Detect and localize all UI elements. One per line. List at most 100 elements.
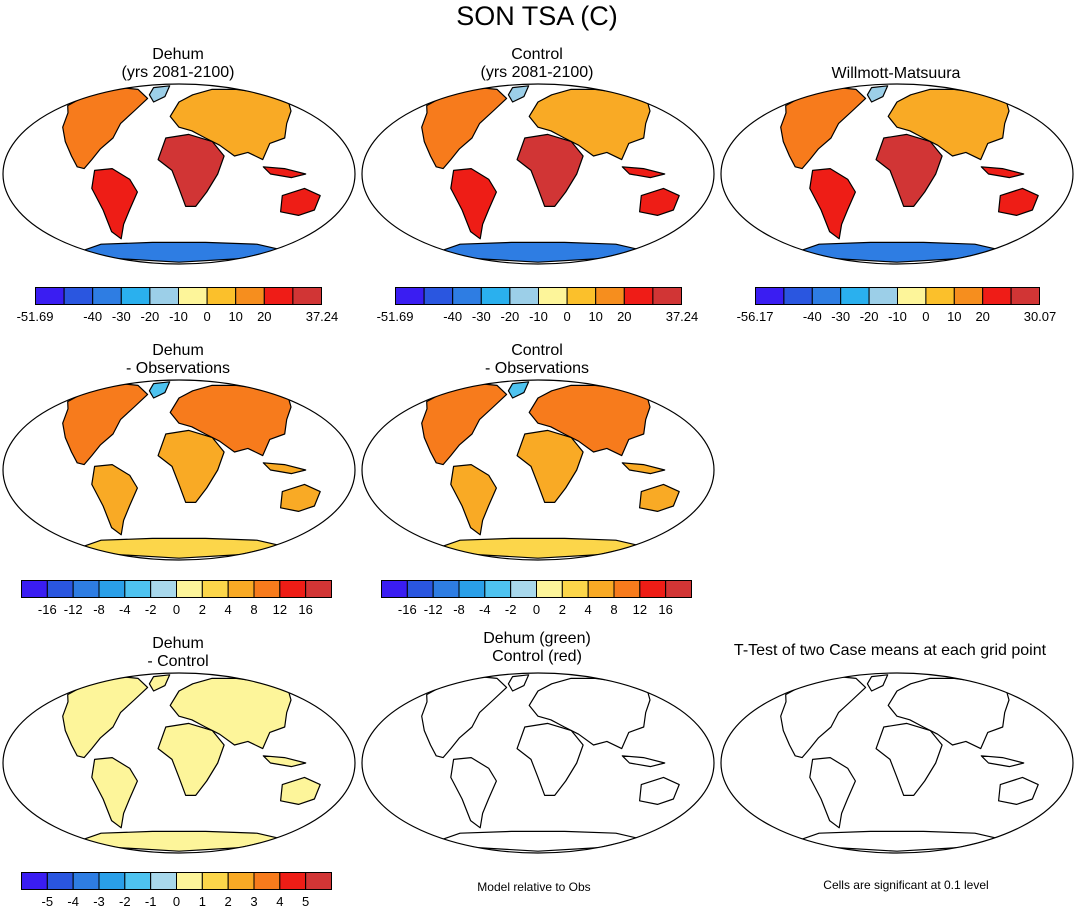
- colorbar-tick-label: 2: [224, 894, 232, 909]
- colorbar-box: [178, 287, 208, 305]
- landmass-indonesia: [980, 755, 1025, 768]
- landmass-antarctica: [79, 241, 281, 263]
- colorbar-box: [432, 580, 460, 598]
- landmass-namerica: [421, 382, 508, 466]
- colorbar-box: [124, 872, 152, 890]
- footnote-model-relative: Model relative to Obs: [477, 880, 591, 894]
- landmass-samerica: [91, 756, 138, 829]
- colorbar-box: [509, 287, 540, 305]
- colorbar-tick-label: -1: [144, 894, 157, 909]
- colorbar-control: -51.69 -40 -30 -20 -10 0 10 20 37.24: [377, 287, 698, 324]
- panel-title-line-1: Control: [511, 46, 563, 63]
- colorbar-tick-label: -30: [111, 309, 131, 324]
- panel-title-line-1: T-Test of two Case means at each grid po…: [733, 642, 1047, 659]
- colorbar-box: [566, 287, 597, 305]
- landmass-eurasia: [528, 384, 651, 457]
- colorbar-tick-label: -12: [423, 602, 443, 617]
- panel-title-control-obs: Control - Observations: [337, 342, 737, 378]
- panel-title-dehum: Dehum (yrs 2081-2100): [0, 46, 378, 82]
- colorbar-tick-label: 3: [250, 894, 258, 909]
- colorbar-box: [253, 872, 281, 890]
- colorbar-tick-label: 4: [276, 894, 284, 909]
- colorbar-box: [458, 580, 486, 598]
- colorbar-tick-label: 0: [532, 602, 541, 617]
- landmass-greenland: [148, 674, 171, 692]
- landmass-australia: [998, 776, 1039, 805]
- panel-title-green-red: Dehum (green) Control (red): [337, 630, 737, 666]
- colorbar-box: [176, 580, 203, 598]
- landmass-greenland: [148, 85, 171, 103]
- map-border: [361, 83, 715, 265]
- landmass-australia: [639, 483, 680, 512]
- colorbar-box: [176, 872, 203, 890]
- landmass-namerica: [62, 382, 149, 466]
- colorbar-tick-label: 0: [563, 309, 571, 324]
- colorbar-tick-label: -30: [831, 309, 851, 324]
- colorbar-boxes: [21, 872, 332, 890]
- landmass-antarctica: [797, 830, 999, 852]
- map-border: [2, 83, 356, 265]
- map-control-obs: [361, 379, 715, 561]
- colorbar-tick-label: 10: [228, 309, 243, 324]
- landmass-greenland: [507, 381, 530, 399]
- landmass-africa: [157, 429, 225, 504]
- landmass-africa: [516, 722, 584, 797]
- colorbar-tick-label: -4: [119, 602, 131, 617]
- landmass-indonesia: [621, 166, 666, 179]
- colorbar-tick-label: 5: [302, 894, 310, 909]
- colorbar-tick-label: 20: [257, 309, 272, 324]
- colorbar-tick-label: -51.69: [16, 309, 54, 324]
- panel-title-dehum-obs: Dehum - Observations: [0, 342, 378, 378]
- map-border: [720, 672, 1074, 854]
- colorbar-tick-label: 10: [947, 309, 962, 324]
- colorbar-box: [72, 580, 100, 598]
- landmass-africa: [875, 722, 943, 797]
- panel-title-line-2: - Observations: [125, 360, 231, 377]
- colorbar-box: [201, 580, 229, 598]
- colorbar-box: [652, 287, 682, 305]
- colorbar-box: [35, 287, 65, 305]
- colorbar-dehum-obs: -16 -12 -8 -4 -2 0 2 4 8 12 16: [21, 580, 332, 617]
- colorbar-box: [124, 580, 152, 598]
- landmass-africa: [157, 133, 225, 208]
- colorbar-box: [595, 287, 625, 305]
- colorbar-box: [305, 580, 332, 598]
- colorbar-box: [227, 580, 255, 598]
- colorbar-tick-label: 37.24: [665, 309, 699, 324]
- colorbar-tick-label: -16: [37, 602, 57, 617]
- colorbar-ticks: -51.69 -40 -30 -20 -10 0 10 20 37.24: [377, 309, 699, 327]
- landmass-samerica: [809, 756, 856, 829]
- landmass-australia: [639, 187, 680, 216]
- colorbar-tick-label: -30: [471, 309, 491, 324]
- landmass-africa: [157, 722, 225, 797]
- colorbar-box: [406, 580, 434, 598]
- colorbar-control-obs: -16 -12 -8 -4 -2 0 2 4 8 12 16: [381, 580, 692, 617]
- colorbar-box: [92, 287, 122, 305]
- panel-title-line-2: - Observations: [484, 360, 590, 377]
- colorbar-box: [536, 580, 563, 598]
- colorbar-boxes: [35, 287, 322, 305]
- landmass-indonesia: [980, 166, 1025, 179]
- map-dehum-obs: [2, 379, 356, 561]
- colorbar-box: [305, 872, 332, 890]
- colorbar-tick-label: -8: [93, 602, 105, 617]
- colorbar-tick-label: -56.17: [736, 309, 774, 324]
- colorbar-box: [201, 872, 229, 890]
- landmass-australia: [998, 187, 1039, 216]
- map-border: [361, 672, 715, 854]
- colorbar-box: [982, 287, 1012, 305]
- colorbar-tick-label: 4: [224, 602, 232, 617]
- panel-title-line-1: Dehum (green): [483, 630, 591, 647]
- colorbar-box: [279, 872, 307, 890]
- colorbar-tick-label: 0: [922, 309, 930, 324]
- landmass-australia: [280, 483, 321, 512]
- panel-title-line-1: Willmott-Matsuura: [831, 65, 961, 82]
- colorbar-box: [292, 287, 322, 305]
- colorbar-box: [480, 287, 511, 305]
- colorbar-tick-label: 8: [250, 602, 258, 617]
- landmass-antarctica: [79, 830, 281, 852]
- colorbar-box: [639, 580, 667, 598]
- colorbar-willmott: -56.17 -40 -30 -20 -10 0 10 20 30.07: [737, 287, 1056, 324]
- colorbar-box: [279, 580, 307, 598]
- colorbar-box: [98, 872, 126, 890]
